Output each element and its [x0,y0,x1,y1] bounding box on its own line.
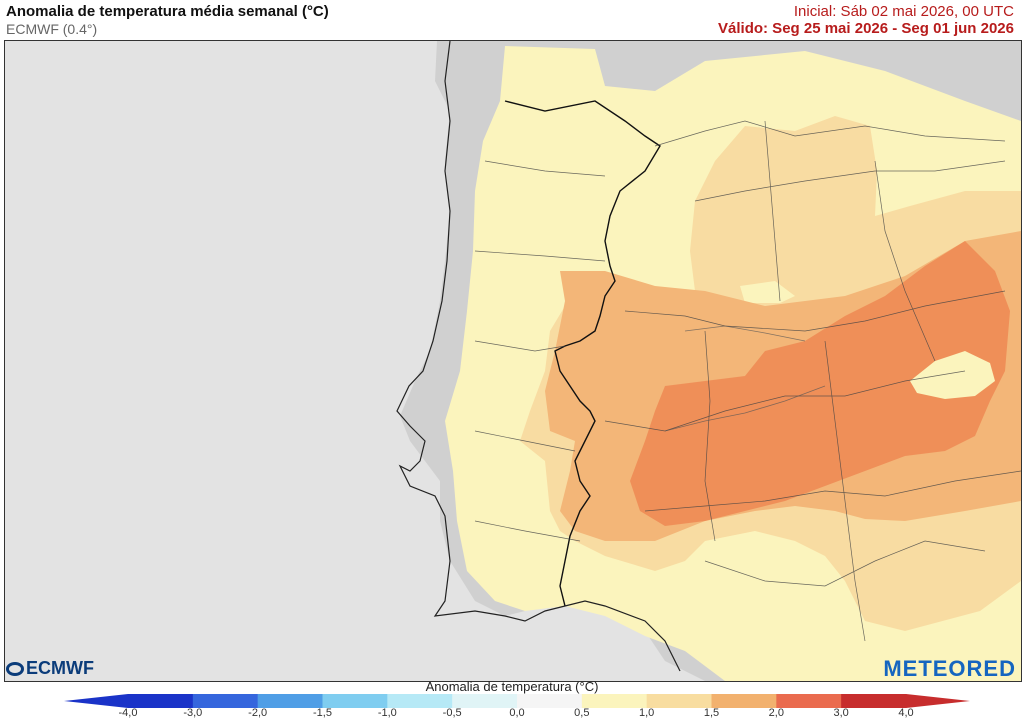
legend-cell [452,694,518,708]
legend-tick-label: -3,0 [183,707,203,719]
legend-cell [387,694,453,708]
model-label: ECMWF (0.4°) [6,21,98,37]
legend-tick-label: 2,0 [768,707,784,719]
anomaly-pocket-moderate [910,351,995,399]
legend-tick-label: 1,5 [703,707,720,719]
legend-tick-label: 3,0 [833,707,849,719]
legend-arrow-right [906,694,970,708]
border-portugal-spain [504,100,661,607]
legend-tick-label: -1,0 [377,707,397,719]
region-borders [474,120,1021,642]
legend-cell [711,694,777,708]
anomaly-pocket-low [740,281,795,303]
legend-cell [646,694,712,708]
legend-tick-label: 4,0 [898,707,914,719]
legend-cell [192,694,259,708]
legend-cell [581,694,648,708]
legend-title: Anomalia de temperatura (°C) [425,679,599,694]
anomaly-map[interactable] [4,40,1022,682]
ecmwf-logo-icon [6,661,24,676]
legend-cell [257,694,323,708]
legend-tick-label: -4,0 [118,707,138,719]
legend-arrow-left [64,694,128,708]
legend-cell [322,694,388,708]
legend-tick-label: 1,0 [639,707,655,719]
color-legend-bar [64,694,970,708]
legend-cell [517,694,583,708]
legend-cell [841,694,907,708]
anomaly-2-0-region [630,241,1010,526]
map-title: Anomalia de temperatura média semanal (°… [6,3,329,20]
legend-tick-label: 0,0 [509,707,525,719]
legend-tick-label: -0,5 [442,707,462,719]
legend-tick-label: -1,5 [313,707,332,719]
valid-period: Válido: Seg 25 mai 2026 - Seg 01 jun 202… [718,20,1014,37]
legend-tick-label: -2,0 [248,707,268,719]
legend-tick-label: 0,5 [574,707,590,719]
legend-cell [128,694,194,708]
meteored-logo: METEORED [883,656,1016,681]
ecmwf-logo: ECMWF [6,658,94,679]
initial-time: Inicial: Sáb 02 mai 2026, 00 UTC [793,3,1014,20]
map-svg [5,41,1021,681]
coastline-portugal [396,41,681,672]
legend-cell [776,694,842,708]
ecmwf-logo-text: ECMWF [26,658,94,678]
rivers [664,325,826,432]
